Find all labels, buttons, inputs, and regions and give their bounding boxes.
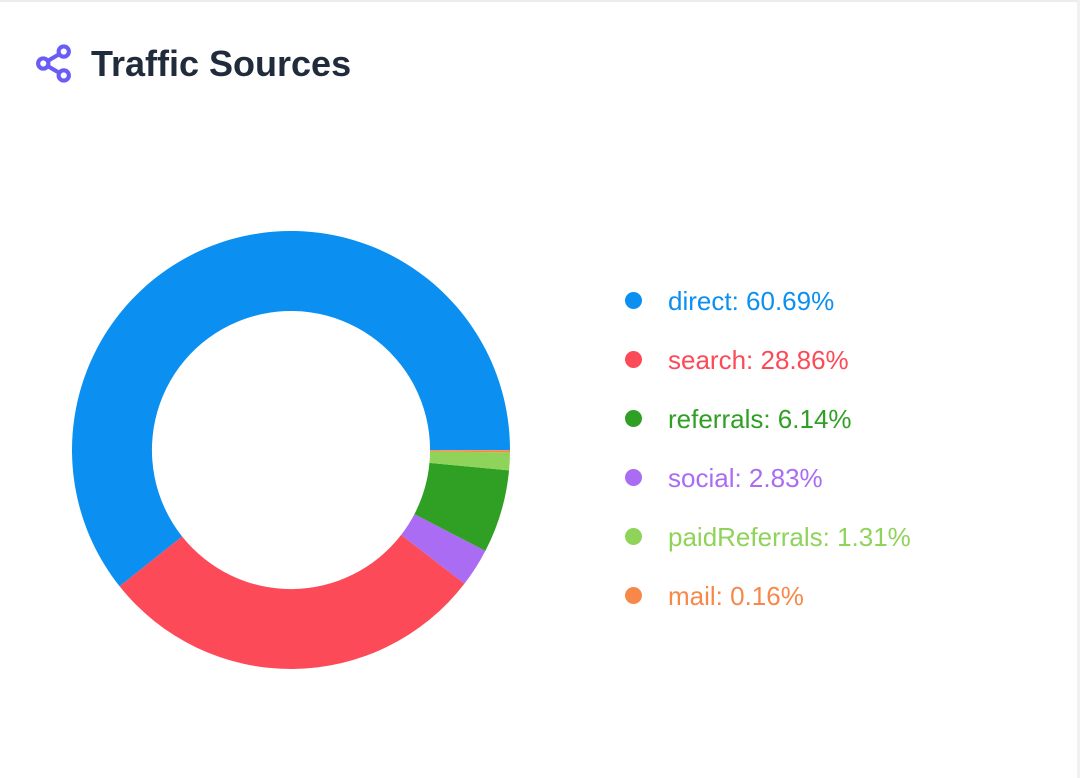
legend-item-direct[interactable]: direct: 60.69%	[625, 271, 911, 330]
share-nodes-icon	[33, 43, 74, 84]
legend-dot-referrals	[625, 410, 642, 427]
legend-label-social: social: 2.83%	[668, 462, 823, 493]
card-header: Traffic Sources	[33, 42, 351, 85]
donut-segment-direct[interactable]	[72, 230, 511, 587]
legend-item-social[interactable]: social: 2.83%	[625, 448, 911, 507]
legend-label-paidReferrals: paidReferrals: 1.31%	[668, 521, 911, 552]
card-right-edge	[1077, 0, 1080, 778]
legend-label-referrals: referrals: 6.14%	[668, 403, 852, 434]
donut-segment-search[interactable]	[119, 534, 465, 669]
legend-label-search: search: 28.86%	[668, 344, 849, 375]
donut-segment-social[interactable]	[401, 514, 486, 584]
chart-legend: direct: 60.69% search: 28.86% referrals: 6…	[625, 271, 911, 625]
legend-item-paidReferrals[interactable]: paidReferrals: 1.31%	[625, 507, 911, 566]
legend-dot-mail	[625, 587, 642, 604]
donut-segment-mail[interactable]	[430, 450, 511, 453]
legend-label-mail: mail: 0.16%	[668, 580, 804, 611]
donut-segment-paidReferrals[interactable]	[429, 451, 510, 471]
legend-dot-direct	[625, 292, 642, 309]
card-top-border	[0, 0, 1080, 2]
legend-dot-paidReferrals	[625, 528, 642, 545]
legend-dot-social	[625, 469, 642, 486]
legend-dot-search	[625, 351, 642, 368]
donut-segment-referrals[interactable]	[414, 462, 510, 551]
legend-item-search[interactable]: search: 28.86%	[625, 330, 911, 389]
legend-label-direct: direct: 60.69%	[668, 285, 835, 316]
page-title: Traffic Sources	[91, 43, 352, 84]
traffic-sources-donut-chart	[72, 230, 511, 669]
legend-item-referrals[interactable]: referrals: 6.14%	[625, 389, 911, 448]
legend-item-mail[interactable]: mail: 0.16%	[625, 566, 911, 625]
